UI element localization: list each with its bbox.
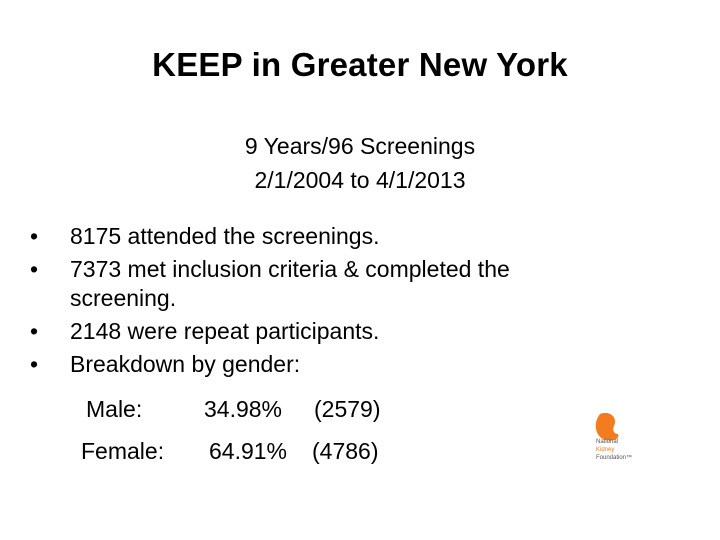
gender-count: (4786) <box>312 438 379 464</box>
bullet-dot: • <box>30 256 39 282</box>
bullet-dot: • <box>30 351 39 377</box>
bullet-list: • 8175 attended the screenings. • 7373 m… <box>30 222 590 383</box>
slide-subtitle: 9 Years/96 Screenings 2/1/2004 to 4/1/20… <box>180 129 540 197</box>
gender-percent: 34.98% <box>204 396 283 422</box>
bullet-text: Breakdown by gender: <box>70 351 301 377</box>
bullet-text: 8175 attended the screenings. <box>70 223 380 249</box>
gender-percent: 64.91% <box>209 438 288 464</box>
gender-count: (2579) <box>314 396 381 422</box>
gender-label: Female: <box>81 438 165 464</box>
logo-line-foundation: Foundation™ <box>596 455 633 461</box>
logo-wordmark: National Kidney Foundation™ <box>596 438 632 462</box>
bullet-item-inclusion: • 7373 met inclusion criteria & complete… <box>30 255 590 313</box>
bullet-item-gender: • Breakdown by gender: <box>30 350 590 379</box>
bullet-item-attended: • 8175 attended the screenings. <box>30 222 590 251</box>
bullet-text: 2148 were repeat participants. <box>70 318 380 344</box>
logo-line-national: National <box>596 439 619 445</box>
bullet-dot: • <box>30 223 39 249</box>
subtitle-line-dates: 2/1/2004 to 4/1/2013 <box>254 167 466 193</box>
slide-title: KEEP in Greater New York <box>152 46 568 83</box>
kidney-logo-icon <box>595 412 619 441</box>
bullet-dot: • <box>30 318 39 344</box>
bullet-text: 7373 met inclusion criteria & completed … <box>70 256 510 311</box>
bullet-item-repeat: • 2148 were repeat participants. <box>30 317 590 346</box>
subtitle-line-years: 9 Years/96 Screenings <box>244 133 476 159</box>
logo-line-kidney: Kidney <box>596 447 615 453</box>
gender-label: Male: <box>86 396 143 422</box>
